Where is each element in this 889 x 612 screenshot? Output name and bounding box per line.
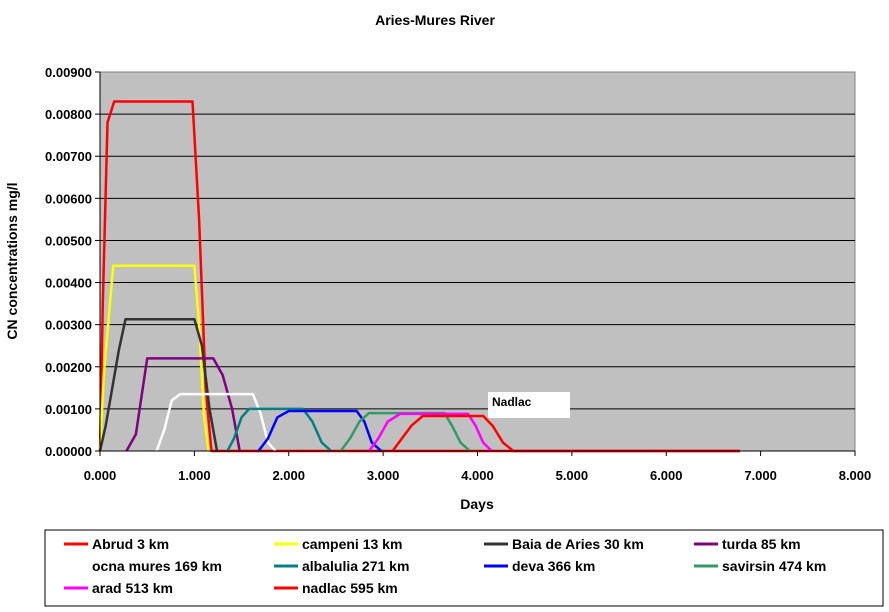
annotation-nadlac: Nadlac bbox=[492, 395, 532, 409]
legend-label-abrud-3-km: Abrud 3 km bbox=[92, 536, 169, 552]
y-tick-label: 0.00800 bbox=[45, 107, 92, 122]
axes: 0.00000 0.00100 0.00200 0.00300 0.00400 0.005… bbox=[45, 65, 871, 483]
y-tick-label: 0.00600 bbox=[45, 191, 92, 206]
series-line-campeni-13-km bbox=[98, 264, 210, 452]
legend: Abrud 3 km campeni 13 km Baia de Aries 30 … bbox=[64, 536, 826, 596]
x-tick-label: 1.000 bbox=[178, 468, 211, 483]
legend-box bbox=[44, 529, 884, 607]
legend-label-turda-85-km: turda 85 km bbox=[722, 536, 801, 552]
y-tick-label: 0.00700 bbox=[45, 149, 92, 164]
legend-label-campeni-13-km: campeni 13 km bbox=[302, 536, 402, 552]
series-line-abrud-3-km bbox=[98, 100, 740, 453]
y-axis-label: CN concentrations mg/l bbox=[4, 182, 20, 339]
series-line-ocna-mures-169-km bbox=[155, 392, 277, 452]
series-line-deva-366-km bbox=[257, 409, 383, 452]
x-tick-label: 5.000 bbox=[556, 468, 589, 483]
x-tick-label: 2.000 bbox=[272, 468, 305, 483]
series-line-nadlac-595-km bbox=[391, 414, 740, 453]
annotation-box bbox=[488, 392, 570, 418]
y-tick-label: 0.00500 bbox=[45, 233, 92, 248]
y-tick-label: 0.00900 bbox=[45, 65, 92, 80]
legend-label-savirsin-474-km: savirsin 474 km bbox=[722, 558, 826, 574]
legend-label-baia-de-aries-30-km: Baia de Aries 30 km bbox=[512, 536, 644, 552]
chart-title: Aries-Mures River bbox=[375, 12, 495, 28]
x-tick-label: 3.000 bbox=[367, 468, 400, 483]
legend-label-ocna-mures-169-km: ocna mures 169 km bbox=[92, 558, 222, 574]
legend-label-deva-366-km: deva 366 km bbox=[512, 558, 595, 574]
y-tick-label: 0.00100 bbox=[45, 402, 92, 417]
series-line-baia-de-aries-30-km bbox=[98, 317, 219, 452]
series-line-albalulia-271-km bbox=[226, 407, 333, 452]
series-line-turda-85-km bbox=[125, 357, 241, 452]
legend-label-nadlac-595-km: nadlac 595 km bbox=[302, 580, 398, 596]
x-tick-label: 6.000 bbox=[650, 468, 683, 483]
y-tick-label: 0.00000 bbox=[45, 444, 92, 459]
x-axis-label: Days bbox=[460, 496, 494, 512]
y-tick-label: 0.00300 bbox=[45, 318, 92, 333]
x-tick-label: 8.000 bbox=[839, 468, 872, 483]
legend-label-arad-513-km: arad 513 km bbox=[92, 580, 173, 596]
legend-label-albalulia-271-km: albalulia 271 km bbox=[302, 558, 409, 574]
x-tick-label: 0.000 bbox=[84, 468, 117, 483]
y-tick-label: 0.00200 bbox=[45, 360, 92, 375]
grid-lines bbox=[100, 113, 855, 410]
x-tick-label: 4.000 bbox=[461, 468, 494, 483]
x-tick-label: 7.000 bbox=[744, 468, 777, 483]
series-layer bbox=[98, 100, 740, 453]
y-tick-label: 0.00400 bbox=[45, 276, 92, 291]
series-line-arad-513-km bbox=[367, 412, 493, 452]
